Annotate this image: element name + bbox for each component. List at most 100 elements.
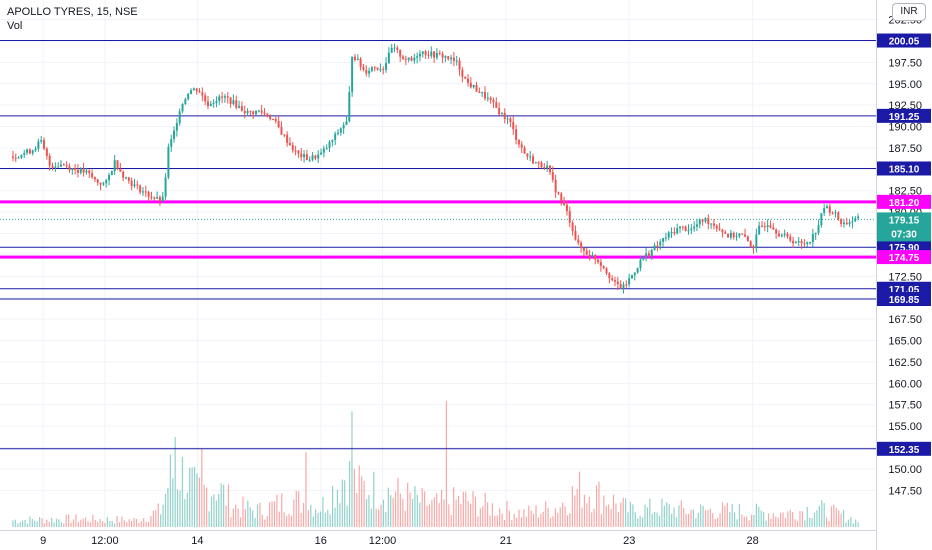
volume-bar — [411, 498, 414, 527]
candle-body — [707, 217, 710, 225]
volume-bar — [225, 505, 227, 527]
volume-bar — [448, 504, 450, 527]
candle-body — [481, 92, 484, 94]
candle-body — [263, 112, 266, 114]
candle-body — [568, 211, 571, 223]
volume-bar — [196, 473, 198, 527]
candle-body — [628, 278, 631, 285]
volume-bar — [816, 510, 818, 527]
volume-bar — [457, 495, 460, 527]
candle-body — [608, 273, 611, 279]
candle-body — [365, 69, 368, 74]
volume-bar — [758, 506, 760, 527]
volume-bar — [707, 510, 709, 527]
candle-body — [687, 230, 690, 232]
candle-body — [475, 85, 478, 92]
volume-bar — [143, 518, 145, 527]
volume-bar — [63, 523, 65, 527]
volume-bar — [348, 461, 351, 527]
candle-body — [845, 222, 848, 225]
candle-body — [724, 232, 727, 234]
volume-bar — [373, 471, 375, 527]
volume-bar — [634, 512, 636, 527]
volume-bar — [164, 493, 167, 527]
volume-bar — [603, 495, 605, 527]
candle-body — [229, 97, 232, 104]
volume-bar — [654, 511, 656, 527]
volume-bar — [46, 519, 48, 527]
volume-bar — [678, 505, 680, 527]
volume-bar — [733, 512, 736, 527]
candle-body — [190, 90, 193, 94]
volume-bar — [89, 522, 92, 527]
x-tick-label: 14 — [191, 535, 203, 547]
volume-bar — [307, 510, 309, 527]
volume-bar — [683, 507, 685, 527]
level-price-label: 174.75 — [889, 253, 920, 264]
candle-body — [31, 150, 34, 154]
level-price-badge — [877, 441, 931, 456]
volume-bar — [520, 517, 523, 527]
candle-body — [215, 101, 218, 104]
candle-body — [806, 242, 809, 245]
volume-bar — [237, 508, 239, 527]
candle-body — [297, 150, 300, 154]
volume-bar — [445, 401, 448, 527]
candle-body — [483, 92, 486, 99]
candle-body — [820, 213, 823, 226]
symbol-title[interactable]: APOLLO TYRES, 15, NSE — [7, 6, 138, 18]
volume-bar — [811, 517, 813, 527]
volume-bar — [796, 520, 799, 527]
candle-body — [102, 183, 105, 185]
volume-bar — [612, 494, 615, 527]
candle-body — [792, 240, 795, 244]
volume-bar — [503, 519, 506, 527]
volume-bar — [378, 509, 380, 527]
candle-body — [119, 168, 122, 172]
candle-body — [681, 226, 684, 228]
candle-body — [334, 133, 337, 141]
candle-body — [489, 97, 492, 101]
candle-body — [667, 232, 670, 238]
volume-bar — [821, 500, 823, 527]
candle-body — [277, 121, 280, 128]
volume-bar — [581, 507, 583, 527]
volume-bar — [622, 497, 624, 527]
level-price-badge — [877, 108, 931, 123]
volume-bar — [346, 505, 348, 527]
volume-bar — [644, 504, 646, 527]
candle-body — [594, 255, 597, 260]
candle-body — [303, 154, 306, 158]
volume-bar — [43, 523, 46, 527]
volume-bar — [331, 486, 334, 527]
candle-body — [23, 152, 26, 155]
currency-badge[interactable]: INR — [892, 3, 926, 21]
candle-body — [274, 118, 277, 122]
candle-body — [458, 60, 461, 70]
candle-body — [503, 112, 506, 119]
volume-bar — [99, 519, 101, 527]
volume-bar — [799, 510, 801, 527]
volume-bar — [121, 516, 123, 527]
candle-body — [769, 225, 772, 228]
volume-bar — [542, 511, 544, 527]
y-tick-label: 190.00 — [888, 122, 922, 134]
volume-bar — [259, 502, 261, 527]
volume-bar — [300, 513, 302, 527]
candle-body — [368, 70, 371, 74]
volume-bar — [666, 502, 668, 527]
volume-bar — [775, 516, 777, 527]
candle-body — [34, 148, 37, 151]
volume-bar — [813, 512, 816, 527]
volume-bar — [276, 494, 278, 527]
bar-countdown-label: 07:30 — [891, 229, 917, 240]
candle-body — [551, 172, 554, 180]
candle-body — [435, 53, 438, 58]
candle-body — [732, 232, 735, 238]
volume-bar — [741, 514, 743, 527]
volume-indicator-label[interactable]: Vol — [7, 20, 23, 32]
candle-body — [71, 168, 74, 171]
candle-body — [255, 110, 258, 115]
volume-bar — [591, 512, 593, 527]
